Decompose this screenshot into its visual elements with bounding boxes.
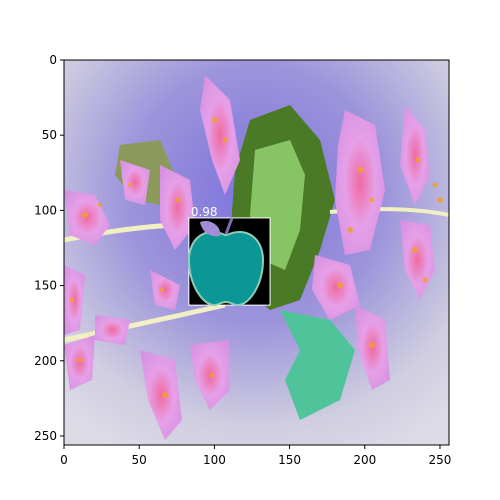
leaf	[120, 160, 150, 205]
leaf	[312, 255, 360, 320]
y-tick-label: 50	[42, 128, 57, 142]
y-tick-label: 150	[34, 279, 57, 293]
x-axis: 0 50 100 150 200 250	[60, 445, 451, 467]
x-tick-label: 50	[132, 453, 147, 467]
x-tick-label: 250	[429, 453, 452, 467]
y-axis: 0 50 100 150 200 250	[34, 53, 64, 443]
leaf	[400, 105, 430, 205]
image-content	[64, 60, 449, 445]
leaf	[150, 270, 180, 310]
x-tick-label: 100	[203, 453, 226, 467]
leaf	[335, 110, 385, 255]
leaf	[64, 335, 95, 390]
detection-box: 0.98	[187, 205, 271, 307]
x-tick-label: 150	[278, 453, 301, 467]
stem	[64, 302, 226, 343]
apple-stem	[224, 217, 234, 235]
axes-frame	[63, 59, 450, 446]
apple-body	[187, 231, 265, 307]
detection-score: 0.98	[191, 205, 218, 219]
leaf	[95, 315, 130, 345]
leaf	[140, 350, 182, 440]
y-tick-label: 0	[49, 53, 57, 67]
leaf	[160, 165, 195, 250]
y-tick-label: 100	[34, 203, 57, 217]
x-tick-label: 0	[60, 453, 68, 467]
y-tick-label: 250	[34, 429, 57, 443]
apple-icon	[187, 217, 265, 307]
leaf	[200, 75, 240, 195]
speckles	[69, 117, 443, 398]
y-tick-label: 200	[34, 354, 57, 368]
apple-leaf	[200, 220, 221, 237]
x-tick-label: 200	[353, 453, 376, 467]
foliage-teal	[280, 310, 355, 420]
